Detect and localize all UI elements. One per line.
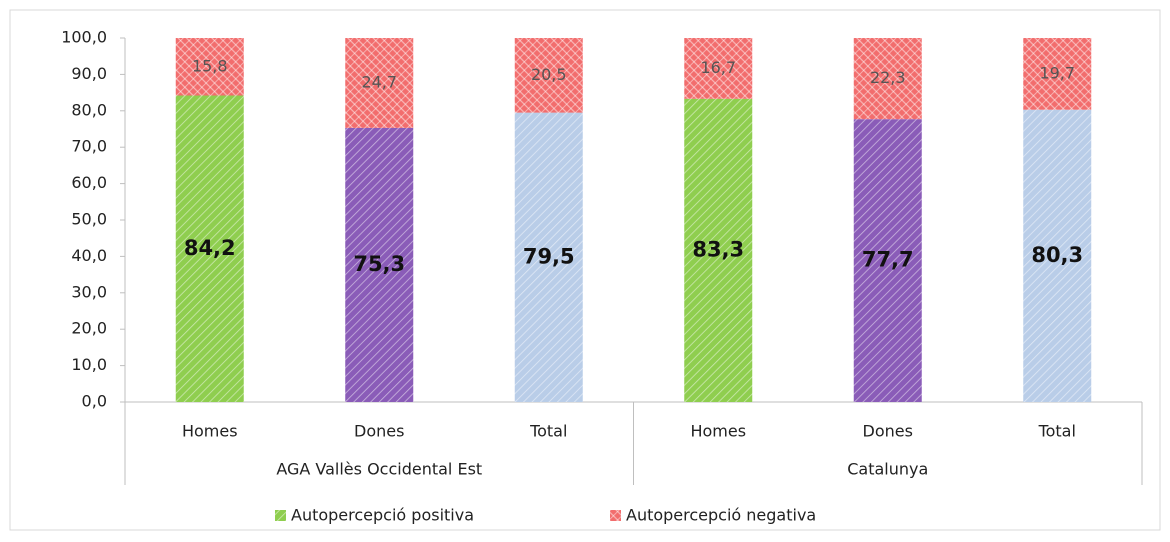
x-tick-label: Total [1038,422,1076,441]
y-tick-label: 60,0 [71,173,107,192]
y-tick-label: 50,0 [71,210,107,229]
bar-segment [175,95,244,403]
value-label: 80,3 [1031,243,1083,267]
value-label: 83,3 [692,237,744,261]
x-tick-label: Homes [690,422,746,441]
y-tick-label: 80,0 [71,100,107,119]
bar-segment [853,119,922,402]
value-label: 24,7 [361,72,397,91]
bar-segment [514,112,583,403]
group-label: Catalunya [847,460,928,479]
bar-segment [175,38,244,96]
value-label: 77,7 [862,248,914,272]
bar-segment [345,127,414,403]
y-tick-label: 0,0 [82,392,107,411]
value-label: 16,7 [700,58,736,77]
bar-segment [853,38,922,120]
legend-label: Autopercepció positiva [291,506,474,525]
x-tick-label: Total [529,422,567,441]
bar-segment [1023,109,1092,402]
legend-label: Autopercepció negativa [626,506,816,525]
value-label: 19,7 [1039,63,1075,82]
y-tick-label: 90,0 [71,64,107,83]
y-tick-label: 30,0 [71,282,107,301]
value-label: 22,3 [870,68,906,87]
group-label: AGA Vallès Occidental Est [276,460,482,479]
y-tick-label: 20,0 [71,319,107,338]
value-label: 20,5 [531,65,567,84]
bar-segment [345,38,414,128]
value-label: 15,8 [192,56,228,75]
legend-swatch [275,510,286,521]
x-tick-label: Dones [863,422,913,441]
y-tick-label: 70,0 [71,137,107,156]
value-label: 75,3 [353,252,405,276]
bar-segment [684,38,753,99]
bar-segment [684,98,753,403]
value-label: 84,2 [184,236,236,260]
bar-segment [1023,38,1092,110]
bar-segment [514,38,583,113]
x-tick-label: Dones [354,422,404,441]
y-tick-label: 10,0 [71,355,107,374]
y-tick-label: 100,0 [61,28,107,47]
x-tick-label: Homes [182,422,238,441]
legend-swatch [610,510,621,521]
value-label: 79,5 [523,244,575,268]
y-tick-label: 40,0 [71,246,107,265]
